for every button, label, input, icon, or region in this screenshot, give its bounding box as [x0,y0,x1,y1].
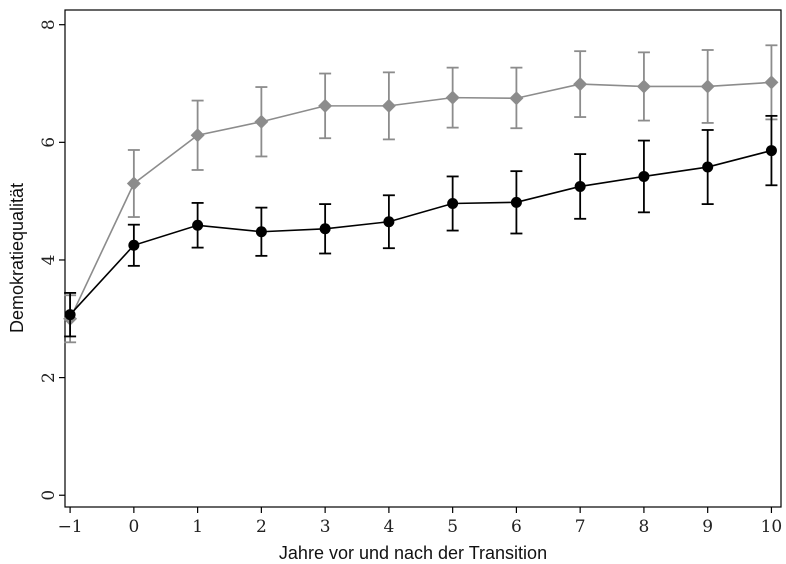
data-point-diamond [190,128,205,143]
x-tick-label: 6 [511,517,522,537]
series-line [69,149,772,316]
x-axis: −1 0 1 2 3 4 5 6 7 8 9 10 [58,507,783,537]
x-tick-label: 5 [447,517,458,537]
data-point-circle [447,198,459,210]
data-point-circle [319,223,331,235]
data-point-diamond [381,98,396,113]
plot-frame [64,9,782,508]
data-point-diamond [254,114,269,129]
y-tick-label: 6 [39,137,59,148]
x-tick-label: −1 [58,517,83,537]
y-tick-label: 8 [39,19,59,30]
data-point-diamond [700,79,715,94]
series-line [69,81,772,320]
data-point-circle [128,239,140,251]
data-point-circle [765,145,777,157]
y-axis: 0 2 4 6 8 [39,19,65,501]
y-axis-title: Demokratiequalität [7,183,27,333]
data-point-diamond [126,176,141,191]
x-tick-label: 0 [128,517,139,537]
series-diamond [63,44,779,344]
data-point-circle [192,219,204,231]
data-point-circle [383,216,395,228]
data-point-diamond [636,79,651,94]
x-tick-label: 2 [256,517,267,537]
x-tick-label: 7 [575,517,586,537]
x-axis-title: Jahre vor und nach der Transition [279,543,547,563]
data-point-diamond [318,98,333,113]
data-point-circle [574,180,586,192]
x-tick-label: 8 [639,517,650,537]
x-tick-label: 3 [320,517,331,537]
x-tick-label: 4 [383,517,394,537]
data-point-circle [702,161,714,173]
series-layer [63,44,779,344]
y-tick-label: 0 [39,490,59,501]
y-tick-label: 4 [39,255,59,266]
y-tick-label: 2 [39,372,59,383]
data-point-diamond [764,75,779,90]
x-tick-label: 1 [192,517,203,537]
data-point-diamond [445,90,460,105]
x-tick-label: 10 [761,517,783,537]
data-point-diamond [573,77,588,92]
data-point-circle [510,196,522,208]
data-point-circle [255,226,267,238]
data-point-diamond [509,91,524,106]
x-tick-label: 9 [702,517,713,537]
series-circle [64,114,778,338]
data-point-circle [64,309,76,321]
data-point-circle [638,170,650,182]
